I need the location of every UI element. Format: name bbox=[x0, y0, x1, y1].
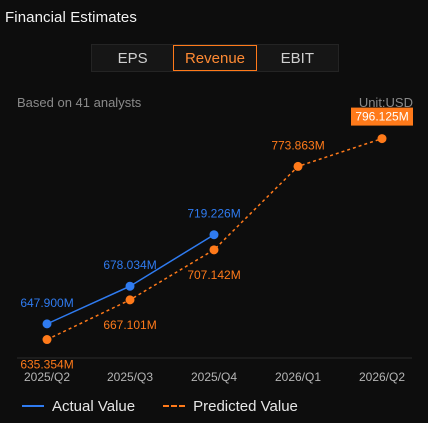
predicted-point bbox=[377, 134, 387, 144]
x-tick-label: 2025/Q4 bbox=[191, 370, 237, 384]
panel-title: Financial Estimates bbox=[5, 9, 137, 26]
predicted-point bbox=[42, 335, 52, 345]
legend-actual-swatch bbox=[22, 405, 44, 407]
legend-predicted: Predicted Value bbox=[163, 398, 298, 415]
actual-data-label: 719.226M bbox=[187, 207, 240, 221]
x-tick-label: 2025/Q3 bbox=[107, 370, 153, 384]
actual-data-label: 678.034M bbox=[103, 258, 156, 272]
analysts-count: Based on 41 analysts bbox=[17, 95, 142, 110]
predicted-data-label: 796.125M bbox=[355, 110, 408, 124]
actual-data-label: 647.900M bbox=[20, 296, 73, 310]
actual-point bbox=[125, 281, 135, 291]
x-tick-label: 2026/Q1 bbox=[275, 370, 321, 384]
predicted-series-line bbox=[46, 137, 383, 341]
legend-actual: Actual Value bbox=[22, 398, 135, 415]
legend-predicted-label: Predicted Value bbox=[193, 397, 298, 415]
tab-ebit[interactable]: EBIT bbox=[280, 49, 314, 67]
actual-point bbox=[42, 319, 52, 329]
latest-value-badge bbox=[351, 107, 413, 126]
x-tick-label: 2026/Q2 bbox=[359, 370, 405, 384]
actual-point bbox=[209, 230, 219, 240]
unit-label: Unit:USD bbox=[358, 95, 413, 110]
tab-eps[interactable]: EPS bbox=[117, 49, 148, 67]
legend-predicted-swatch bbox=[163, 405, 186, 407]
predicted-data-label: 667.101M bbox=[103, 318, 156, 332]
tab-revenue[interactable]: Revenue bbox=[173, 45, 257, 71]
predicted-data-label: 635.354M bbox=[20, 358, 73, 372]
predicted-data-label: 707.142M bbox=[187, 268, 240, 282]
x-tick-label: 2025/Q2 bbox=[24, 370, 70, 384]
predicted-point bbox=[293, 161, 303, 171]
predicted-data-label: 773.863M bbox=[271, 138, 324, 152]
predicted-point bbox=[125, 295, 135, 305]
predicted-point bbox=[209, 245, 219, 255]
metric-tabs: EPS Revenue EBIT bbox=[91, 44, 339, 72]
chart-legend: Actual Value Predicted Value bbox=[22, 396, 326, 416]
legend-actual-label: Actual Value bbox=[52, 397, 136, 415]
